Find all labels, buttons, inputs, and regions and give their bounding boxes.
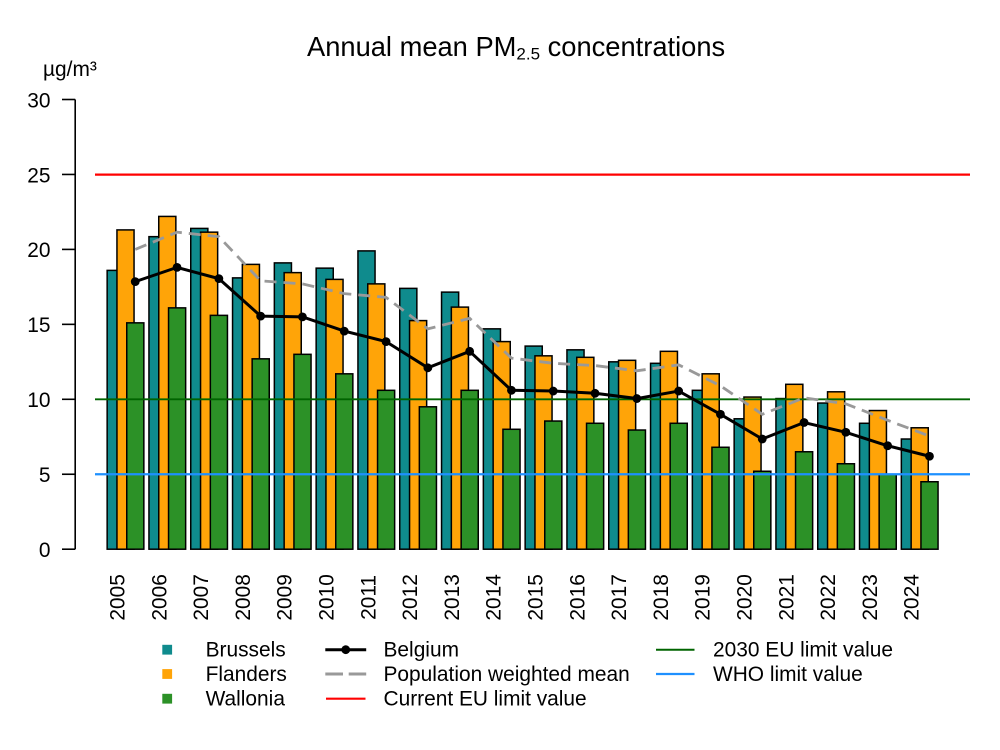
svg-text:5: 5 (39, 464, 51, 487)
svg-text:2009: 2009 (274, 574, 297, 620)
svg-text:2007: 2007 (190, 574, 213, 620)
svg-text:2005: 2005 (107, 574, 130, 620)
svg-text:20: 20 (27, 239, 50, 262)
svg-text:2016: 2016 (566, 574, 589, 620)
svg-text:0: 0 (39, 539, 51, 562)
svg-text:2012: 2012 (399, 574, 422, 620)
svg-text:2017: 2017 (608, 574, 631, 620)
svg-text:2021: 2021 (775, 574, 798, 620)
svg-text:2024: 2024 (901, 574, 924, 620)
svg-text:Flanders: Flanders (206, 663, 287, 686)
svg-text:15: 15 (27, 314, 50, 337)
svg-text:Annual mean PM2.5 concentratio: Annual mean PM2.5 concentrations (307, 31, 725, 64)
svg-text:30: 30 (27, 89, 50, 112)
svg-text:Population weighted mean: Population weighted mean (384, 663, 630, 686)
svg-text:2013: 2013 (441, 574, 464, 620)
svg-text:2014: 2014 (483, 574, 506, 620)
svg-text:10: 10 (27, 389, 50, 412)
svg-text:Wallonia: Wallonia (206, 688, 286, 711)
svg-text:25: 25 (27, 164, 50, 187)
svg-text:2015: 2015 (525, 574, 548, 620)
svg-text:Brussels: Brussels (206, 639, 286, 662)
svg-text:2006: 2006 (148, 574, 171, 620)
svg-text:2019: 2019 (692, 574, 715, 620)
svg-text:2022: 2022 (817, 574, 840, 620)
svg-text:2030 EU limit value: 2030 EU limit value (713, 639, 893, 662)
svg-text:2018: 2018 (650, 574, 673, 620)
svg-text:µg/m³: µg/m³ (43, 58, 97, 81)
svg-text:Belgium: Belgium (384, 639, 459, 662)
svg-text:2008: 2008 (232, 574, 255, 620)
svg-text:2010: 2010 (316, 574, 339, 620)
svg-text:2023: 2023 (859, 574, 882, 620)
svg-text:2020: 2020 (734, 574, 757, 620)
svg-text:WHO limit value: WHO limit value (713, 663, 863, 686)
svg-text:Current EU limit value: Current EU limit value (384, 688, 587, 711)
svg-text:2011: 2011 (357, 575, 380, 620)
